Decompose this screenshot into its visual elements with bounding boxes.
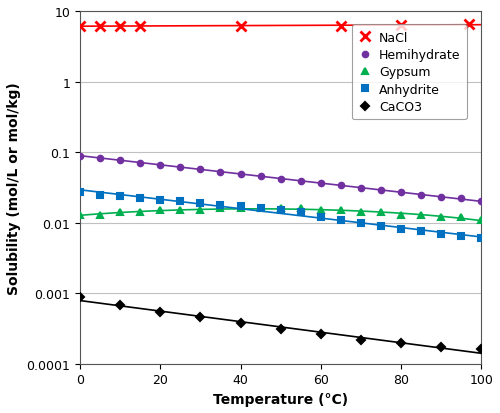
Anhydrite [478, 236, 484, 241]
Hemihydrate [298, 179, 304, 184]
Gypsum [418, 213, 424, 218]
Hemihydrate [398, 190, 404, 195]
CaCO3 [478, 347, 484, 352]
Gypsum [117, 210, 123, 215]
Anhydrite [458, 234, 464, 239]
Hemihydrate [258, 174, 264, 179]
Gypsum [298, 206, 304, 211]
Hemihydrate [418, 192, 424, 197]
Hemihydrate [358, 186, 364, 191]
X-axis label: Temperature (°C): Temperature (°C) [213, 392, 348, 406]
Legend: NaCl, Hemihydrate, Gypsum, Anhydrite, CaCO3: NaCl, Hemihydrate, Gypsum, Anhydrite, Ca… [352, 25, 467, 120]
Hemihydrate [438, 195, 444, 200]
Hemihydrate [97, 156, 103, 161]
NaCl [77, 24, 83, 29]
Hemihydrate [238, 172, 244, 177]
Line: CaCO3: CaCO3 [78, 294, 484, 352]
Anhydrite [138, 197, 143, 202]
Y-axis label: Solubility (mol/L or mol/kg): Solubility (mol/L or mol/kg) [7, 82, 21, 294]
Anhydrite [198, 201, 203, 206]
Gypsum [258, 206, 264, 211]
Gypsum [438, 215, 444, 220]
CaCO3 [238, 320, 244, 325]
NaCl [466, 23, 472, 28]
Hemihydrate [117, 158, 123, 163]
NaCl [138, 24, 143, 29]
NaCl [398, 24, 404, 28]
Gypsum [178, 208, 184, 213]
Gypsum [158, 208, 164, 213]
Anhydrite [158, 198, 164, 203]
Anhydrite [278, 208, 283, 213]
CaCO3 [278, 327, 283, 332]
Anhydrite [418, 229, 424, 234]
Hemihydrate [338, 183, 344, 188]
NaCl [238, 24, 244, 29]
Hemihydrate [458, 197, 464, 202]
CaCO3 [398, 341, 404, 346]
Anhydrite [298, 210, 304, 215]
Gypsum [218, 206, 224, 211]
Gypsum [378, 210, 384, 215]
Hemihydrate [198, 167, 203, 172]
Anhydrite [358, 221, 364, 225]
Hemihydrate [218, 170, 224, 175]
Gypsum [138, 210, 143, 215]
Anhydrite [238, 204, 244, 209]
Anhydrite [77, 190, 83, 195]
CaCO3 [438, 344, 444, 349]
CaCO3 [198, 315, 203, 320]
Anhydrite [338, 218, 344, 223]
Gypsum [77, 213, 83, 218]
Hemihydrate [378, 188, 384, 193]
Line: Anhydrite: Anhydrite [78, 190, 484, 242]
CaCO3 [358, 337, 364, 342]
Gypsum [198, 208, 203, 213]
CaCO3 [117, 303, 123, 308]
NaCl [97, 24, 103, 29]
Anhydrite [398, 228, 404, 233]
Gypsum [458, 215, 464, 220]
CaCO3 [318, 332, 324, 337]
Line: Gypsum: Gypsum [76, 205, 484, 224]
Anhydrite [218, 203, 224, 208]
Line: Hemihydrate: Hemihydrate [78, 154, 484, 205]
Anhydrite [178, 199, 184, 204]
Hemihydrate [138, 161, 143, 166]
Gypsum [318, 208, 324, 213]
Anhydrite [258, 206, 264, 211]
Gypsum [97, 213, 103, 218]
NaCl [338, 24, 344, 29]
Gypsum [358, 210, 364, 215]
Anhydrite [438, 232, 444, 237]
Hemihydrate [478, 199, 484, 204]
Gypsum [338, 208, 344, 213]
NaCl [117, 24, 123, 29]
Anhydrite [97, 192, 103, 197]
Hemihydrate [178, 165, 184, 170]
Anhydrite [117, 194, 123, 199]
Gypsum [278, 206, 283, 211]
Gypsum [238, 206, 244, 211]
Line: NaCl: NaCl [75, 21, 474, 32]
Anhydrite [378, 224, 384, 229]
Gypsum [398, 213, 404, 218]
Hemihydrate [77, 154, 83, 159]
CaCO3 [158, 309, 164, 314]
Anhydrite [318, 215, 324, 220]
Hemihydrate [318, 181, 324, 186]
Gypsum [478, 218, 484, 223]
Hemihydrate [158, 163, 164, 168]
CaCO3 [77, 295, 83, 300]
Hemihydrate [278, 177, 283, 182]
